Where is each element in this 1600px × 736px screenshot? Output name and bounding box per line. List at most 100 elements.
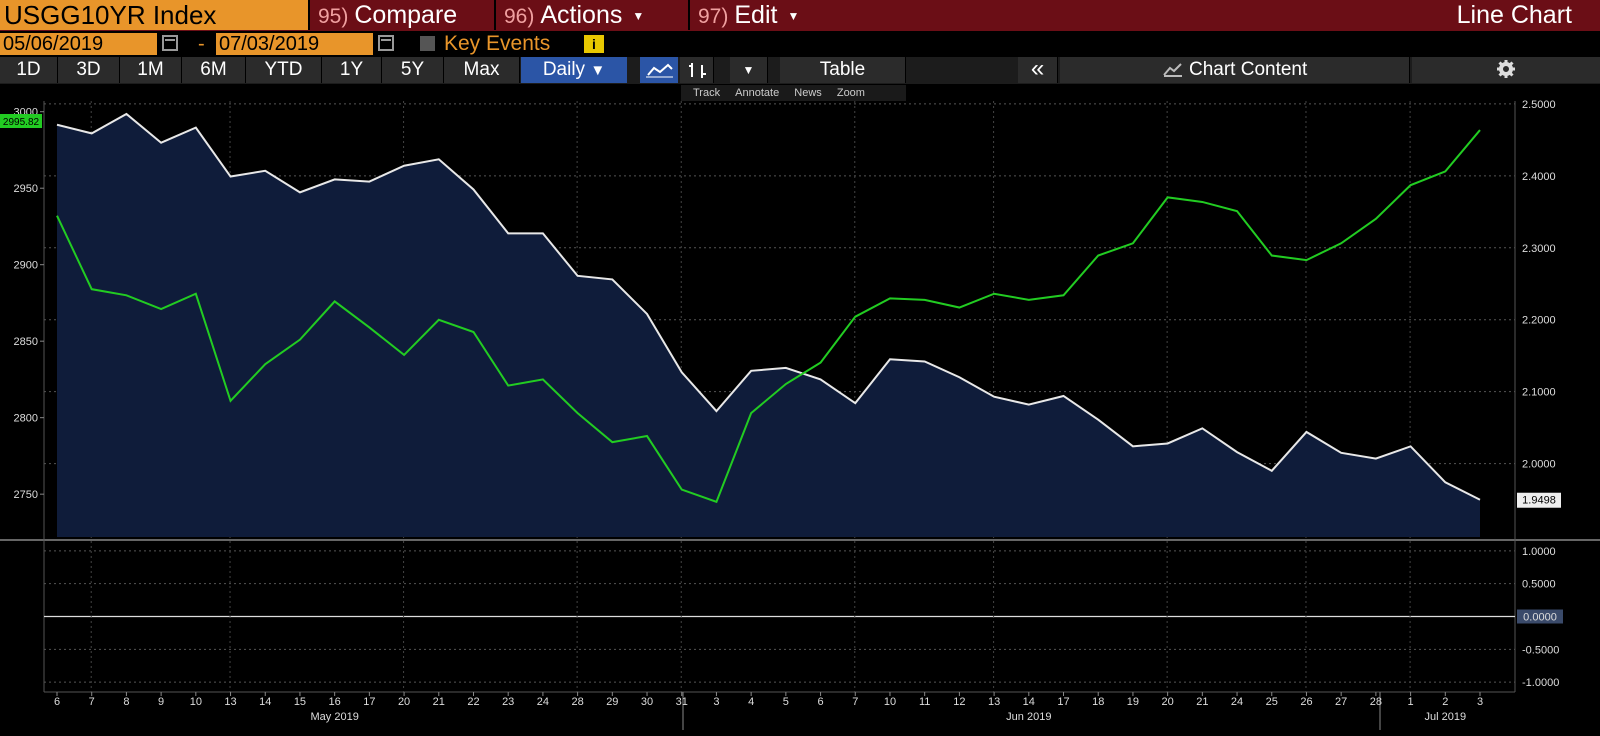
date-range-bar: 05/06/2019 - 07/03/2019 Key Events i xyxy=(0,31,1600,57)
x-tick-label: 10 xyxy=(190,696,202,708)
x-tick-label: 16 xyxy=(329,696,341,708)
dropdown-caret-icon[interactable]: ▼ xyxy=(730,57,768,83)
actions-menu[interactable]: 96) Actions ▼ xyxy=(494,0,688,30)
chart-toolbar: 1D 3D 1M 6M YTD 1Y 5Y Max Daily ▼ ▼ Tabl… xyxy=(0,57,1600,84)
chart-tools-strip: Track Annotate News Zoom xyxy=(681,85,906,101)
edit-menu-number: 97) xyxy=(698,5,729,28)
info-icon[interactable]: i xyxy=(584,35,604,53)
line-chart[interactable]: 2.50002.40002.30002.20002.10002.00002750… xyxy=(0,84,1600,736)
edit-menu-label: Edit xyxy=(734,1,778,29)
right-axis-tick-label: 2.0000 xyxy=(1522,459,1556,471)
left-last-value-box xyxy=(0,114,42,128)
chevron-down-icon: ▼ xyxy=(590,62,606,79)
x-tick-label: 28 xyxy=(571,696,583,708)
left-axis-tick-label: 2800 xyxy=(14,413,38,425)
x-tick-label: 15 xyxy=(294,696,306,708)
range-ytd[interactable]: YTD xyxy=(246,57,322,83)
right-axis-tick-label: 2.5000 xyxy=(1522,99,1556,111)
right-last-value-box xyxy=(1517,492,1561,508)
x-tick-label: 6 xyxy=(54,696,60,708)
x-tick-label: 20 xyxy=(1162,696,1174,708)
collapse-icon[interactable]: « xyxy=(1018,57,1058,83)
compare-menu[interactable]: 95) Compare xyxy=(308,0,494,30)
x-tick-label: 9 xyxy=(158,696,164,708)
x-tick-label: 23 xyxy=(502,696,514,708)
range-1m[interactable]: 1M xyxy=(120,57,182,83)
title-bar: USGG10YR Index 95) Compare 96) Actions ▼ 97… xyxy=(0,0,1600,31)
lower-axis-tick-label: -0.5000 xyxy=(1522,644,1559,656)
month-label: Jul 2019 xyxy=(1424,711,1466,723)
x-tick-label: 20 xyxy=(398,696,410,708)
chart-content-icon xyxy=(1162,59,1189,80)
chevron-down-icon: ▼ xyxy=(787,9,800,24)
range-1d[interactable]: 1D xyxy=(0,57,58,83)
x-tick-label: 30 xyxy=(641,696,653,708)
news-tool[interactable]: News xyxy=(794,87,822,99)
x-tick-label: 19 xyxy=(1127,696,1139,708)
bar-style-icon[interactable] xyxy=(680,57,714,83)
edit-menu[interactable]: 97) Edit ▼ xyxy=(688,0,836,30)
area-fill xyxy=(57,113,1480,537)
left-axis-tick-label: 2850 xyxy=(14,336,38,348)
x-tick-label: 8 xyxy=(123,696,129,708)
x-tick-label: 3 xyxy=(1477,696,1483,708)
x-tick-label: 6 xyxy=(817,696,823,708)
x-tick-label: 14 xyxy=(1023,696,1035,708)
chart-content-button[interactable]: Chart Content xyxy=(1060,57,1410,83)
lower-axis-tick-label: -1.0000 xyxy=(1522,677,1559,689)
zero-value-label: 0.0000 xyxy=(1523,612,1557,624)
range-1y[interactable]: 1Y xyxy=(322,57,382,83)
key-events-checkbox[interactable] xyxy=(420,36,435,51)
x-tick-label: 22 xyxy=(467,696,479,708)
x-tick-label: 11 xyxy=(919,696,930,708)
compare-menu-number: 95) xyxy=(318,5,349,28)
lower-axis-tick-label: 1.0000 xyxy=(1522,546,1556,558)
x-tick-label: 13 xyxy=(988,696,1000,708)
annotate-tool[interactable]: Annotate xyxy=(735,87,780,99)
month-label: Jun 2019 xyxy=(1006,711,1051,723)
end-date-input[interactable]: 07/03/2019 xyxy=(216,33,373,55)
ticker-field[interactable]: USGG10YR Index xyxy=(0,0,308,30)
month-label: May 2019 xyxy=(311,711,359,723)
track-tool[interactable]: Track xyxy=(693,87,721,99)
date-separator: - xyxy=(198,33,205,55)
x-tick-label: 31 xyxy=(676,696,688,708)
white-series-line xyxy=(56,112,1481,501)
x-tick-label: 25 xyxy=(1266,696,1278,708)
table-button[interactable]: Table xyxy=(780,57,906,83)
zero-value-box xyxy=(1517,609,1563,624)
range-max[interactable]: Max xyxy=(444,57,520,83)
x-tick-label: 24 xyxy=(537,696,549,708)
range-3d[interactable]: 3D xyxy=(58,57,120,83)
settings-button[interactable] xyxy=(1412,57,1600,83)
start-date-input[interactable]: 05/06/2019 xyxy=(0,33,157,55)
actions-menu-number: 96) xyxy=(504,5,535,28)
right-last-value-label: 1.9498 xyxy=(1522,495,1556,507)
x-tick-label: 12 xyxy=(953,696,965,708)
left-axis-tick-label: 2950 xyxy=(14,183,38,195)
line-style-icon[interactable] xyxy=(640,57,678,83)
x-tick-label: 4 xyxy=(748,696,754,708)
x-tick-label: 13 xyxy=(224,696,236,708)
left-axis-tick-label: 2750 xyxy=(14,489,38,501)
calendar-icon[interactable] xyxy=(378,35,394,51)
x-tick-label: 27 xyxy=(1335,696,1347,708)
x-tick-label: 21 xyxy=(433,696,445,708)
left-last-value-label: 2995.82 xyxy=(3,117,40,128)
frequency-dropdown[interactable]: Daily ▼ xyxy=(521,57,627,83)
x-tick-label: 26 xyxy=(1300,696,1312,708)
x-tick-label: 7 xyxy=(89,696,95,708)
x-tick-label: 21 xyxy=(1196,696,1208,708)
x-tick-label: 28 xyxy=(1370,696,1382,708)
chart-content-label: Chart Content xyxy=(1188,59,1308,80)
calendar-icon[interactable] xyxy=(162,35,178,51)
right-axis-tick-label: 2.2000 xyxy=(1522,315,1556,327)
zoom-tool[interactable]: Zoom xyxy=(836,87,865,99)
range-5y[interactable]: 5Y xyxy=(382,57,444,83)
range-6m[interactable]: 6M xyxy=(182,57,246,83)
right-axis-tick-label: 2.4000 xyxy=(1522,171,1556,183)
x-tick-label: 2 xyxy=(1442,696,1448,708)
chart-type-title: Line Chart xyxy=(1456,1,1572,29)
x-tick-label: 24 xyxy=(1231,696,1243,708)
chevron-down-icon: ▼ xyxy=(632,9,645,24)
